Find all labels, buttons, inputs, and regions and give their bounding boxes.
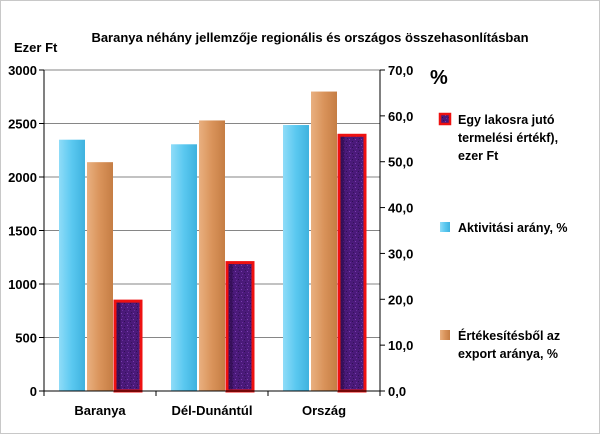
y-right-tick-label: 50,0	[388, 155, 413, 170]
legend-entry-text: Aktivitási arány, %	[458, 221, 568, 235]
legend-entry-text: termelési értékf),	[458, 131, 558, 145]
legend-swatch	[438, 112, 452, 126]
bar-shade	[228, 264, 233, 390]
x-category-label: Baranya	[74, 403, 126, 418]
bar-export-0	[87, 162, 113, 391]
chart-title: Baranya néhány jellemzője regionális és …	[91, 30, 528, 45]
y-left-tick-label: 2000	[8, 170, 37, 185]
y-right-tick-label: 10,0	[388, 338, 413, 353]
y-left-tick-label: 0	[30, 384, 37, 399]
legend-entry-text: ezer Ft	[458, 149, 499, 163]
y-right-tick-label: 0,0	[388, 384, 406, 399]
bar-export-1	[199, 120, 225, 391]
y-left-tick-label: 500	[15, 331, 37, 346]
x-category-labels: Baranya Dél-Dunántúl Ország	[74, 403, 346, 418]
legend: Egy lakosra jutó termelési értékf), ezer F…	[438, 112, 568, 361]
legend-entry-text: Egy lakosra jutó	[458, 113, 555, 127]
y-right-tick-label: 70,0	[388, 63, 413, 78]
legend-swatch	[440, 330, 450, 340]
axes	[43, 70, 381, 396]
legend-swatch	[440, 222, 450, 232]
bar-aktivitasi-2	[283, 125, 309, 392]
y-right-tick-label: 30,0	[388, 246, 413, 261]
x-category-label: Dél-Dunántúl	[172, 403, 253, 418]
y-right-tick-label: 20,0	[388, 292, 413, 307]
y-left-tick-labels: 0 500 1000 1500 2000 2500 3000	[8, 63, 44, 399]
bar-shade	[116, 302, 121, 390]
bar-aktivitasi-0	[59, 139, 85, 391]
y-right-label: %	[430, 67, 448, 89]
y-right-tick-labels: 0,0 10,0 20,0 30,0 40,0 50,0 60,0 70,0	[380, 63, 413, 399]
y-left-tick-label: 3000	[8, 63, 37, 78]
bar-shade	[340, 136, 345, 390]
legend-entry-text: export aránya, %	[458, 347, 558, 361]
bar-aktivitasi-1	[171, 144, 197, 391]
y-right-tick-label: 60,0	[388, 109, 413, 124]
y-right-tick-label: 40,0	[388, 201, 413, 216]
y-left-label: Ezer Ft	[14, 40, 58, 55]
y-left-tick-label: 1500	[8, 224, 37, 239]
bar-export-2	[311, 91, 337, 391]
y-left-tick-label: 1000	[8, 277, 37, 292]
legend-entry-text: Értékesítésből az	[458, 328, 560, 343]
y-left-tick-label: 2500	[8, 117, 37, 132]
bars	[59, 91, 367, 393]
x-category-label: Ország	[302, 403, 346, 418]
